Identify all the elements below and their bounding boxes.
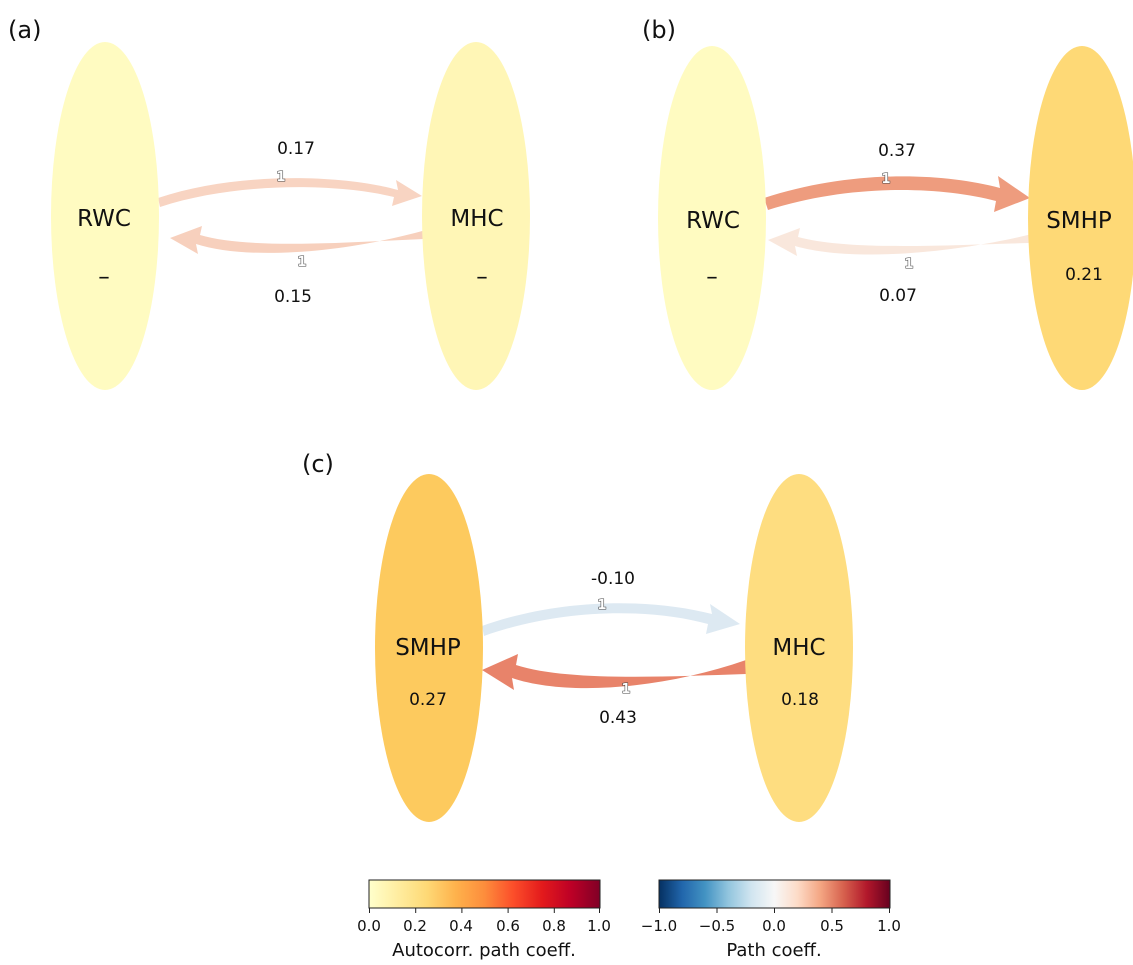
node-name-b-smhp: SMHP (1046, 208, 1112, 234)
panel-label-a: (a) (8, 16, 41, 44)
edge-lag-a-backward: 1 (297, 255, 306, 270)
colorbar-path-tick: 0.0 (762, 917, 786, 935)
colorbar-autocorr-tick: 1.0 (587, 917, 611, 935)
node-a-rwc (51, 42, 159, 390)
edge-arrow-b-forward (764, 176, 1030, 212)
colorbar-autocorr-bar (368, 879, 601, 909)
colorbar-path-tick: −1.0 (641, 917, 677, 935)
node-c-smhp (375, 474, 483, 822)
edge-value-c-forward: -0.10 (591, 569, 635, 589)
edge-arrow-a-forward (158, 178, 422, 207)
node-name-c-smhp: SMHP (395, 635, 461, 661)
node-name-b-rwc: RWC (686, 208, 740, 234)
panel-label-b: (b) (642, 16, 676, 44)
edge-lag-b-forward: 1 (881, 172, 890, 187)
colorbar-path-tick: −0.5 (699, 917, 735, 935)
colorbar-autocorr-tick: 0.8 (542, 917, 566, 935)
edge-arrow-b-backward (768, 228, 1032, 256)
colorbar-path-tick: 1.0 (877, 917, 901, 935)
node-value-b-smhp: 0.21 (1065, 265, 1103, 285)
colorbar-autocorr-tickmarks (369, 908, 600, 913)
panel-label-c: (c) (302, 450, 334, 478)
edge-arrow-c-backward (482, 654, 746, 690)
edge-value-a-forward: 0.17 (277, 139, 315, 159)
edge-value-a-backward: 0.15 (274, 287, 312, 307)
node-name-a-mhc: MHC (450, 206, 503, 232)
panel-b: (b) RWC – SMHP 0.21 0.37 1 0.07 1 (642, 16, 1133, 390)
colorbar-path-tick: 0.5 (820, 917, 844, 935)
node-name-c-mhc: MHC (772, 635, 825, 661)
node-b-rwc (658, 46, 766, 390)
edge-lag-c-forward: 1 (597, 598, 606, 613)
node-name-a-rwc: RWC (77, 206, 131, 232)
node-value-a-mhc: – (476, 264, 488, 290)
colorbar-path-tickmarks (659, 908, 890, 913)
panel-a: (a) RWC – MHC – 0.17 1 0.15 1 (8, 16, 530, 390)
colorbar-autocorr-tick: 0.4 (449, 917, 473, 935)
colorbar-autocorr-tick: 0.2 (403, 917, 427, 935)
colorbar-path-bar (658, 879, 891, 909)
node-value-c-mhc: 0.18 (781, 690, 819, 710)
node-a-mhc (422, 42, 530, 390)
edge-value-b-forward: 0.37 (878, 141, 916, 161)
node-c-mhc (745, 474, 853, 822)
edge-lag-c-backward: 1 (621, 682, 630, 697)
node-value-a-rwc: – (98, 264, 110, 290)
colorbar-path-label: Path coeff. (726, 940, 821, 961)
edge-lag-b-backward: 1 (904, 257, 913, 272)
edge-value-b-backward: 0.07 (879, 286, 917, 306)
colorbar-autocorr-label: Autocorr. path coeff. (392, 940, 576, 961)
colorbar-autocorr-tick: 0.0 (357, 917, 381, 935)
node-value-c-smhp: 0.27 (409, 690, 447, 710)
edge-arrow-a-backward (170, 226, 426, 254)
colorbar-autocorr-tick: 0.6 (496, 917, 520, 935)
edge-value-c-backward: 0.43 (599, 708, 637, 728)
node-value-b-rwc: – (706, 264, 718, 290)
edge-lag-a-forward: 1 (276, 170, 285, 185)
panel-c: (c) SMHP 0.27 MHC 0.18 -0.10 1 0.43 1 (302, 450, 853, 822)
edge-arrow-c-forward (482, 603, 740, 636)
colorbar-autocorr: 0.0 0.2 0.4 0.6 0.8 1.0 Autocorr. path c… (357, 879, 611, 961)
node-b-smhp (1028, 46, 1133, 390)
colorbar-path: −1.0 −0.5 0.0 0.5 1.0 Path coeff. (641, 879, 901, 961)
